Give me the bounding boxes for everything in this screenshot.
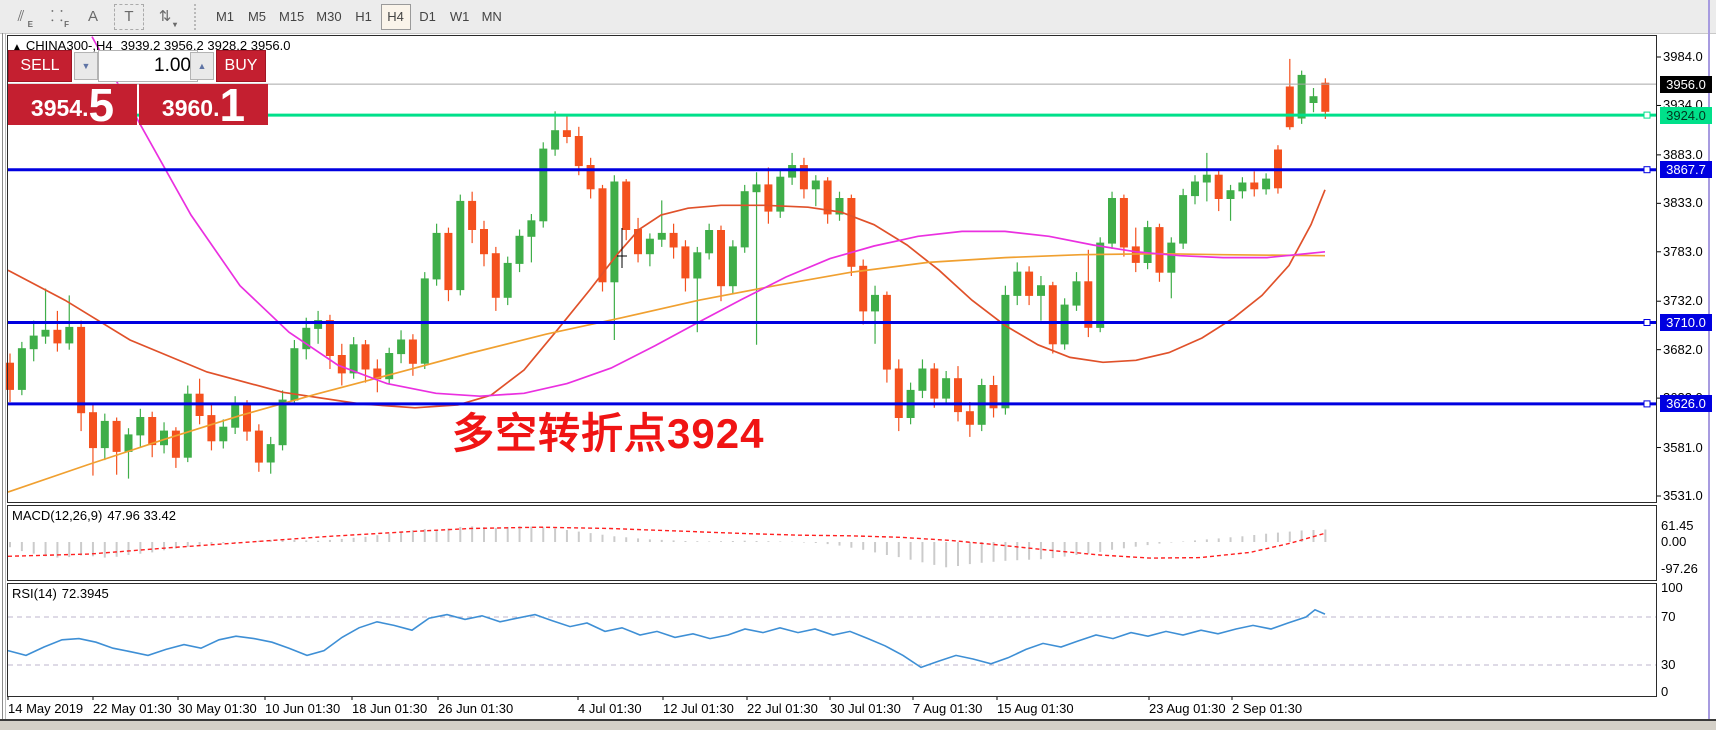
text-tool[interactable]: T <box>114 3 144 30</box>
equidistant-channel-tool[interactable]: ⫽ E <box>6 4 36 30</box>
window-left-edge2 <box>5 33 6 722</box>
date-label: 4 Jul 01:30 <box>578 701 642 716</box>
buy-button[interactable]: BUY <box>216 50 266 82</box>
timeframe-mn[interactable]: MN <box>477 4 507 30</box>
symbol-period: CHINA300-,H4 <box>25 38 113 53</box>
chart-title: ▲ CHINA300-,H4 3939.2 3956.2 3928.2 3956.0 <box>12 38 291 53</box>
rsi-value-line <box>7 608 1326 669</box>
chevron-down-icon: ▾ <box>172 19 177 29</box>
sell-price-box[interactable]: 3954. 5 <box>8 79 137 131</box>
timeframe-m30[interactable]: M30 <box>311 4 346 30</box>
timeframe-group: M1 M5 M15 M30 H1 H4 D1 W1 MN <box>209 3 508 30</box>
macd-values: 47.96 33.42 <box>107 508 176 523</box>
date-label: 10 Jun 01:30 <box>265 701 341 716</box>
buy-price-dec: 1 <box>219 79 246 131</box>
price-badge-current-price: 3956.0 <box>1660 75 1712 93</box>
date-label: 12 Jul 01:30 <box>663 701 734 716</box>
timeframe-h4[interactable]: H4 <box>380 3 411 30</box>
timeframe-m15[interactable]: M15 <box>274 4 309 30</box>
timeframe-m1[interactable]: M1 <box>210 4 240 30</box>
sell-button[interactable]: SELL <box>8 50 72 82</box>
date-label: 15 Aug 01:30 <box>997 701 1074 716</box>
window-bottom-fill <box>0 721 1716 730</box>
volume-input[interactable] <box>98 50 198 82</box>
timeframe-h1[interactable]: H1 <box>349 4 379 30</box>
line-handle <box>1643 319 1651 326</box>
timeframe-d1[interactable]: D1 <box>413 4 443 30</box>
window-left-edge <box>2 33 3 722</box>
fibonacci-icon: ⸬ <box>50 8 64 25</box>
text-label-tool[interactable]: A <box>78 4 108 30</box>
price-badge-green-level: 3924.0 <box>1660 106 1712 124</box>
rsi-layer <box>7 608 1656 669</box>
buy-price-int: 3960 <box>161 95 214 121</box>
text-icon: T <box>124 8 134 25</box>
volume-up-button[interactable]: ▲ <box>190 52 214 80</box>
fibonacci-tool[interactable]: ⸬ F <box>42 4 72 30</box>
macd-signal-line <box>7 526 1326 559</box>
date-label: 30 May 01:30 <box>178 701 257 716</box>
date-label: 14 May 2019 <box>8 701 84 716</box>
date-label: 22 May 01:30 <box>93 701 172 716</box>
price-badge-support-1: 3710.0 <box>1660 314 1712 332</box>
text-label-icon: A <box>87 8 98 25</box>
title-ohlc: 3939.2 3956.2 3928.2 3956.0 <box>120 38 291 53</box>
timeframe-m5[interactable]: M5 <box>242 4 272 30</box>
arrows-tool[interactable]: ⇅ ▾ <box>150 4 180 30</box>
date-label: 18 Jun 01:30 <box>352 701 428 716</box>
line-handle <box>1643 166 1651 174</box>
rsi-value: 72.3945 <box>61 586 109 601</box>
rsi-title: RSI(14) 72.3945 <box>12 586 109 601</box>
line-handle <box>1643 400 1651 408</box>
candles-layer <box>6 58 1330 479</box>
sell-price-int: 3954 <box>30 95 83 121</box>
arrows-icon: ⇅ <box>158 8 172 25</box>
line-handle <box>1643 111 1651 119</box>
buy-price-box[interactable]: 3960. 1 <box>139 79 268 131</box>
price-badge-support-2: 3626.0 <box>1660 395 1712 413</box>
macd-layer <box>7 526 1327 568</box>
ma-fast-red <box>7 189 1326 409</box>
sell-price-dec: 5 <box>88 79 115 131</box>
macd-title: MACD(12,26,9) 47.96 33.42 <box>12 508 176 523</box>
volume-down-button[interactable]: ▼ <box>74 52 98 80</box>
date-label: 23 Aug 01:30 <box>1149 701 1226 716</box>
price-badge-resistance: 3867.7 <box>1660 161 1712 179</box>
date-label: 7 Aug 01:30 <box>913 701 983 716</box>
window-bottom-edge <box>0 719 1716 721</box>
scrollbar-strip[interactable] <box>1708 0 1710 730</box>
collapse-icon[interactable]: ▲ <box>12 42 22 53</box>
date-label: 22 Jul 01:30 <box>747 701 818 716</box>
toolbar: ⫽ E ⸬ F A T ⇅ ▾ M1 M5 M15 M30 H1 H4 D1 W1 MN <box>0 0 1716 34</box>
ma-slow-orange <box>7 252 1326 493</box>
equidistant-channel-icon: ⫽ <box>17 8 25 25</box>
date-label: 2 Sep 01:30 <box>1232 701 1303 716</box>
ma-mid-magenta <box>91 36 1326 398</box>
date-label: 26 Jun 01:30 <box>438 701 514 716</box>
toolbar-separator <box>194 3 201 30</box>
timeframe-w1[interactable]: W1 <box>445 4 475 30</box>
date-label: 30 Jul 01:30 <box>830 701 901 716</box>
chart-annotation[interactable]: 多空转折点3924 <box>452 410 765 457</box>
